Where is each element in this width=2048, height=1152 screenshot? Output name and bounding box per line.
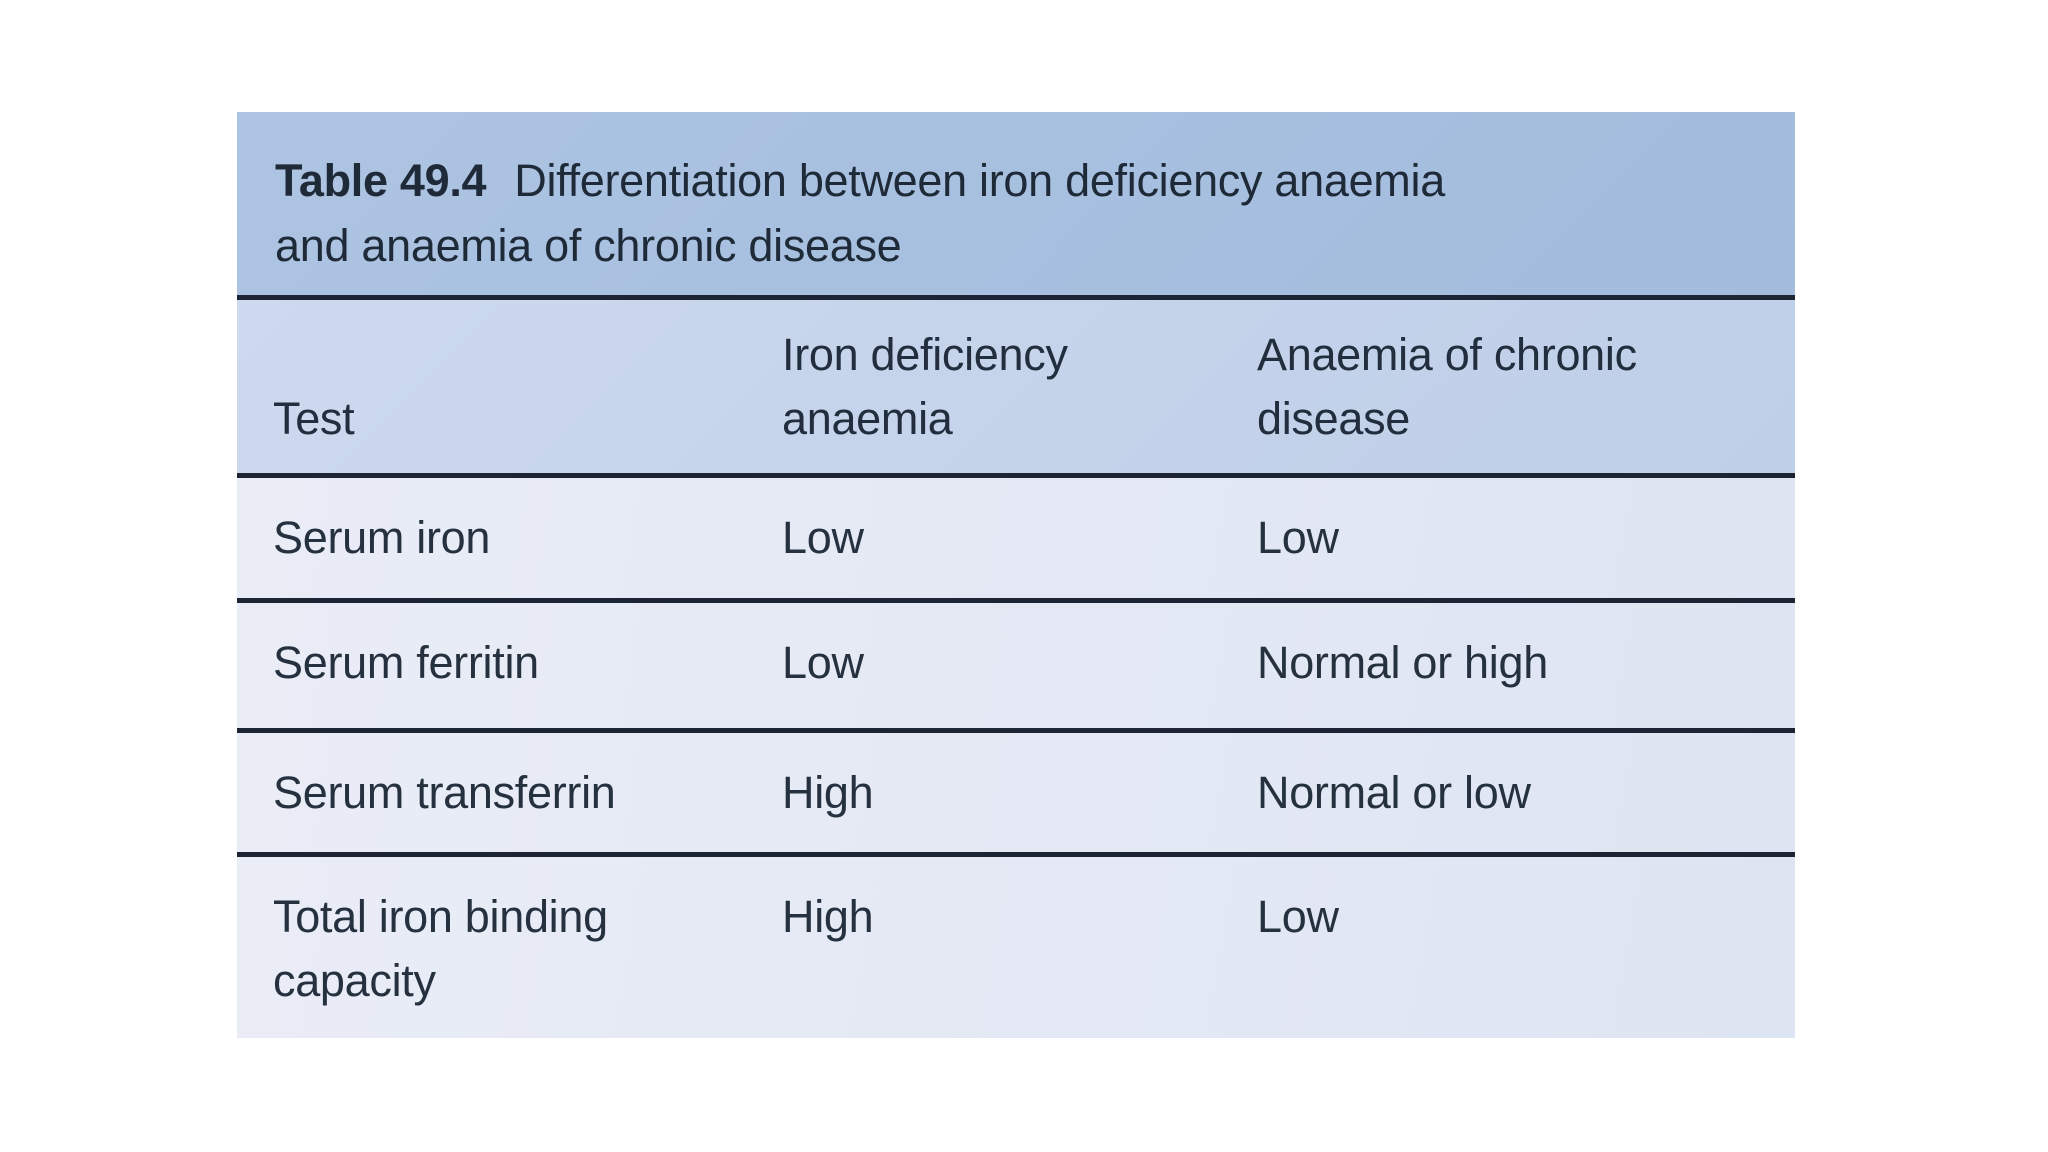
header-test-line-1: Test — [273, 393, 355, 444]
caption-line-2: and anaemia of chronic disease — [275, 213, 1755, 278]
cell-acd-value: Low — [1257, 512, 1339, 563]
header-acd-line-1: Anaemia of chronic — [1257, 329, 1637, 380]
cell-test: Serum ferritin — [273, 637, 539, 688]
header-cell-test: Test — [237, 300, 782, 473]
row-divider — [237, 852, 1795, 857]
header-acd-line-2: disease — [1257, 393, 1411, 444]
table-row: Total iron binding capacity High Low — [237, 857, 1795, 1038]
table-row: Serum iron Low Low — [237, 478, 1795, 598]
cell-ida-value: High — [782, 891, 874, 942]
cell-test: Serum transferrin — [273, 767, 616, 818]
table-number-label: Table 49.4 — [275, 155, 487, 206]
row-divider — [237, 728, 1795, 733]
cell-ida-value: Low — [782, 512, 864, 563]
header-cell-iron-deficiency-anaemia: Iron deficiency anaemia — [782, 300, 1257, 473]
cell-acd-value: Normal or low — [1257, 767, 1531, 818]
cell-test: Serum iron — [273, 512, 491, 563]
rule-below-caption — [237, 295, 1795, 300]
clinical-table: Table 49.4 Differentiation between iron d… — [237, 112, 1795, 1038]
cell-acd-value: Normal or high — [1257, 637, 1548, 688]
table-header-row: Test Iron deficiency anaemia Anaemia of … — [237, 300, 1795, 473]
caption-text-line-1: Differentiation between iron deficiency … — [514, 155, 1445, 206]
cell-acd-value: Low — [1257, 891, 1339, 942]
table-row: Serum ferritin Low Normal or high — [237, 603, 1795, 728]
header-ida-line-2: anaemia — [782, 393, 953, 444]
table-caption-band: Table 49.4 Differentiation between iron d… — [237, 112, 1795, 295]
cell-ida-value: High — [782, 767, 874, 818]
rule-below-header — [237, 473, 1795, 478]
header-ida-line-1: Iron deficiency — [782, 329, 1068, 380]
row-divider — [237, 598, 1795, 603]
caption-line-1: Table 49.4 Differentiation between iron d… — [275, 148, 1755, 213]
cell-test: Total iron binding capacity — [273, 891, 608, 1006]
caption-text-line-2: and anaemia of chronic disease — [275, 220, 902, 271]
table-row: Serum transferrin High Normal or low — [237, 733, 1795, 852]
cell-ida-value: Low — [782, 637, 864, 688]
header-cell-anaemia-chronic-disease: Anaemia of chronic disease — [1257, 300, 1795, 473]
